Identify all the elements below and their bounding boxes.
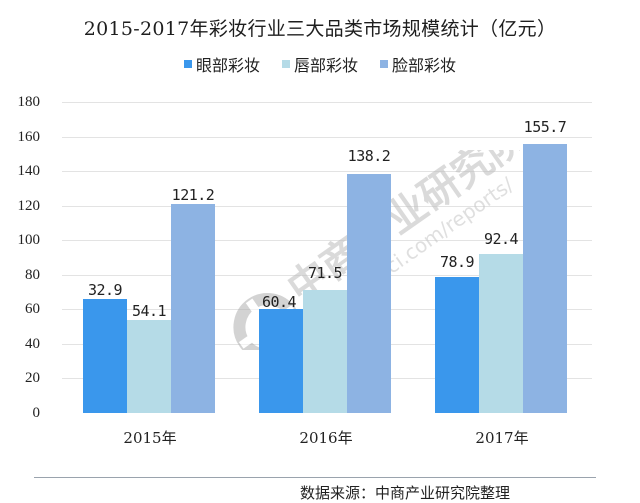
y-tick: 100 — [17, 232, 41, 248]
bar-2017-face — [523, 144, 567, 413]
y-tick: 80 — [25, 267, 40, 283]
y-tick: 140 — [17, 163, 41, 179]
gridline — [62, 102, 592, 103]
legend-label: 唇部彩妆 — [293, 56, 358, 75]
value-label: 155.7 — [523, 118, 567, 136]
legend-label: 脸部彩妆 — [392, 56, 457, 75]
legend-label: 眼部彩妆 — [195, 56, 260, 75]
value-label: 78.9 — [439, 253, 475, 271]
bar-2017-eye — [435, 277, 479, 413]
y-tick: 160 — [17, 129, 41, 145]
y-tick: 60 — [25, 301, 40, 317]
value-label: 32.9 — [87, 281, 123, 299]
bar-2016-eye — [259, 309, 303, 413]
legend-swatch-lip — [281, 60, 290, 68]
value-label: 60.4 — [261, 293, 297, 311]
x-tick: 2017年 — [475, 429, 529, 447]
bar-2015-face — [171, 204, 215, 413]
value-label: 71.5 — [307, 264, 343, 282]
y-tick: 20 — [25, 370, 40, 386]
bar-2015-lip — [127, 320, 171, 413]
x-tick: 2016年 — [299, 429, 353, 447]
divider — [34, 477, 596, 478]
value-label: 54.1 — [131, 302, 167, 320]
gridline — [62, 137, 592, 138]
y-tick: 40 — [25, 336, 40, 352]
legend-swatch-face — [380, 60, 388, 68]
gridline — [62, 240, 592, 241]
source-note: 数据来源：中商产业研究院整理 — [300, 484, 511, 502]
value-label: 121.2 — [171, 186, 215, 204]
y-tick: 180 — [17, 94, 41, 110]
chart-title: 2015-2017年彩妆行业三大品类市场规模统计（亿元） — [83, 18, 557, 40]
legend-item-eye: 眼部彩妆 — [183, 52, 260, 76]
bar-2015-eye — [83, 299, 127, 413]
gridline — [62, 206, 592, 207]
gridline — [62, 171, 592, 172]
y-tick: 0 — [32, 405, 41, 421]
legend-swatch-eye — [183, 60, 192, 68]
value-label: 92.4 — [483, 230, 519, 248]
bar-2016-face — [347, 174, 391, 413]
gridline — [62, 275, 592, 276]
legend-item-face: 脸部彩妆 — [380, 52, 456, 76]
bar-2017-lip — [479, 254, 523, 413]
y-tick: 120 — [17, 198, 41, 214]
legend-item-lip: 唇部彩妆 — [281, 52, 358, 76]
legend: 眼部彩妆 唇部彩妆 脸部彩妆 — [0, 52, 640, 76]
x-tick: 2015年 — [123, 429, 177, 447]
bar-2016-lip — [303, 290, 347, 413]
value-label: 138.2 — [347, 147, 391, 165]
